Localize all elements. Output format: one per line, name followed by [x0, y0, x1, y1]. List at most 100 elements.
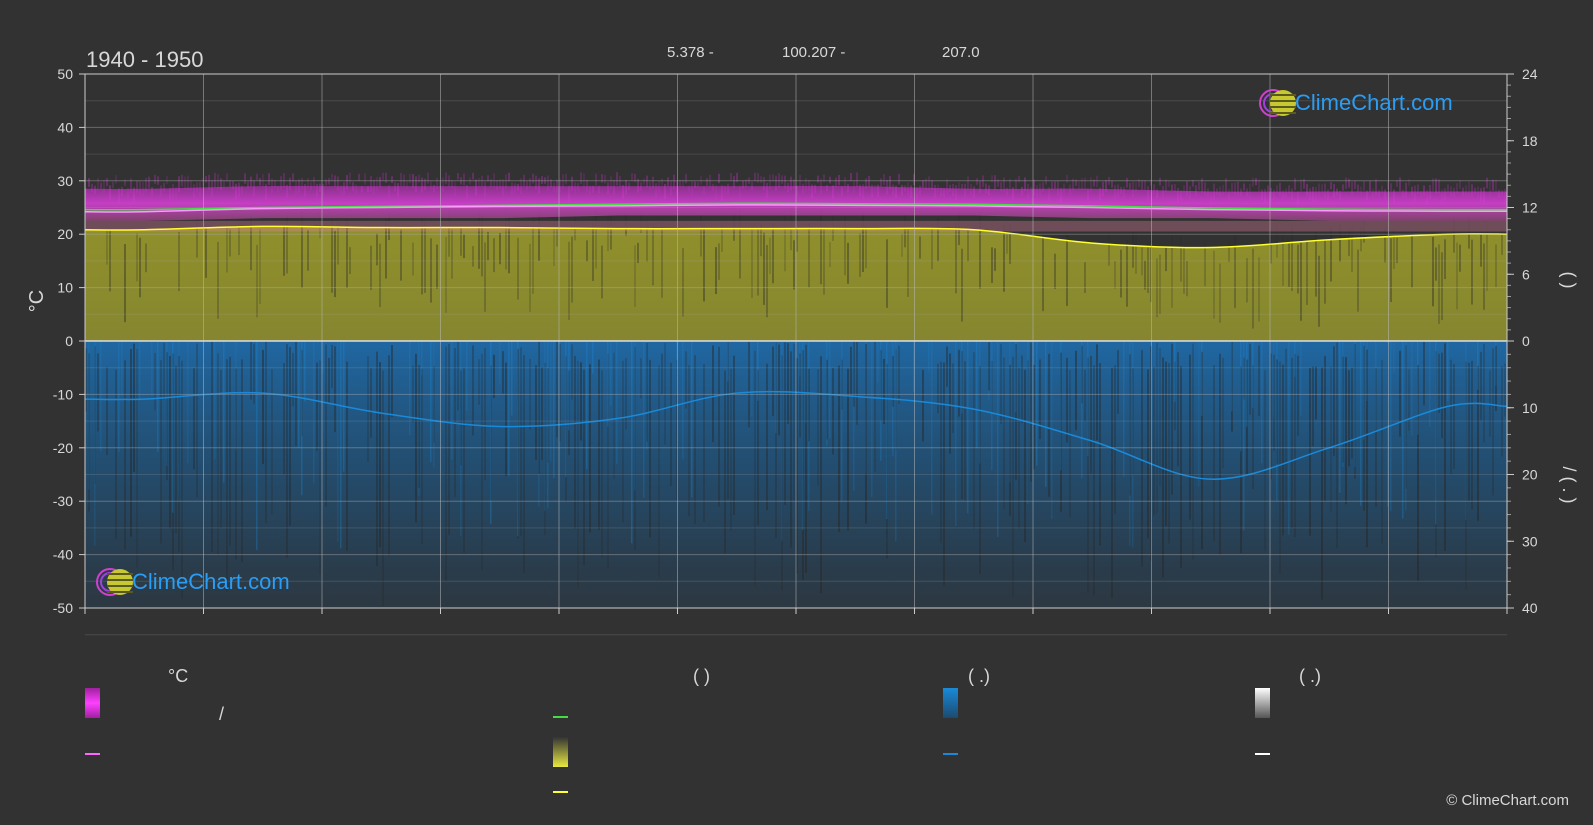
rain-streak: [229, 356, 231, 546]
temperature-fuzz: [181, 174, 183, 187]
rain-streak: [1465, 341, 1467, 520]
rain-streak: [1276, 341, 1278, 502]
sunshine-streak: [1393, 230, 1395, 269]
rain-streak: [1339, 341, 1341, 494]
temperature-fuzz: [358, 173, 360, 181]
rain-streak: [580, 362, 582, 441]
sunshine-streak: [385, 218, 387, 279]
rain-streak: [961, 351, 963, 500]
rain-streak: [1159, 347, 1161, 487]
temperature-fuzz: [481, 175, 483, 187]
temperature-fuzz: [781, 175, 783, 185]
rain-streak: [1147, 369, 1149, 539]
rain-streak: [490, 341, 492, 525]
temperature-fuzz: [1318, 183, 1320, 199]
temperature-fuzz: [829, 176, 831, 184]
temperature-fuzz: [157, 176, 159, 185]
temperature-fuzz: [283, 173, 285, 188]
temperature-fuzz: [472, 172, 474, 180]
rain-streak: [499, 341, 501, 384]
sunshine-streak: [640, 211, 642, 233]
rain-streak: [1123, 341, 1125, 477]
temperature-fuzz: [415, 176, 417, 192]
sunshine-streak: [823, 228, 825, 295]
temperature-fuzz: [1033, 179, 1035, 196]
rain-streak: [967, 341, 969, 514]
rain-streak: [778, 344, 780, 436]
temperature-fuzz: [661, 178, 663, 186]
rain-streak: [256, 341, 258, 551]
temperature-fuzz: [1192, 179, 1194, 187]
rain-streak: [1411, 341, 1413, 436]
rain-streak: [235, 368, 237, 560]
temperature-fuzz: [1300, 179, 1302, 192]
rain-streak: [1174, 362, 1176, 431]
sunshine-streak: [1291, 226, 1293, 292]
temperature-fuzz: [718, 173, 720, 184]
rain-streak: [1024, 369, 1026, 543]
sunshine-streak: [478, 211, 480, 269]
temperature-fuzz: [535, 175, 537, 190]
rain-streak: [1363, 345, 1365, 511]
rain-streak: [556, 341, 558, 438]
temperature-fuzz: [736, 172, 738, 183]
rain-streak: [643, 341, 645, 499]
rain-streak: [1417, 365, 1419, 581]
rain-streak: [703, 364, 705, 522]
sunshine-streak: [319, 210, 321, 239]
temperature-fuzz: [427, 172, 429, 184]
temperature-fuzz: [1450, 186, 1452, 196]
sunshine-streak: [1108, 232, 1110, 266]
rain-streak: [838, 365, 840, 532]
sunshine-streak: [757, 227, 759, 296]
rain-streak: [241, 359, 243, 563]
sunshine-streak: [178, 231, 180, 292]
rain-streak: [1435, 341, 1437, 525]
temperature-fuzz: [115, 175, 117, 184]
sunshine-streak: [1135, 233, 1137, 274]
temperature-fuzz: [1105, 180, 1107, 192]
temperature-fuzz: [1357, 184, 1359, 193]
temperature-fuzz: [1255, 178, 1257, 186]
rain-streak: [1219, 353, 1221, 555]
sunshine-streak: [463, 234, 465, 259]
rain-streak: [412, 365, 414, 423]
temperature-fuzz: [1090, 177, 1092, 193]
rain-streak: [1342, 341, 1344, 468]
rain-streak: [808, 341, 810, 511]
rain-streak: [793, 343, 795, 502]
sunshine-streak: [661, 221, 663, 298]
rain-streak: [85, 348, 87, 412]
sunshine-streak: [196, 216, 198, 258]
temperature-fuzz: [1225, 178, 1227, 192]
rain-streak: [805, 344, 807, 573]
temperature-fuzz: [1108, 177, 1110, 185]
sunshine-streak: [1156, 258, 1158, 318]
sunshine-streak: [1318, 255, 1320, 327]
sunshine-streak: [652, 223, 654, 286]
rain-streak: [949, 353, 951, 454]
temperature-fuzz: [544, 177, 546, 184]
temperature-fuzz: [1237, 181, 1239, 196]
sunshine-streak: [499, 232, 501, 265]
temperature-fuzz: [778, 173, 780, 188]
temperature-fuzz: [1249, 183, 1251, 198]
temperature-fuzz: [634, 173, 636, 182]
rain-streak: [961, 341, 963, 414]
rain-streak: [1276, 359, 1278, 465]
rain-streak: [181, 360, 183, 599]
left-tick-label: -10: [53, 386, 73, 402]
sunshine-streak: [124, 244, 126, 323]
rain-streak: [988, 342, 990, 391]
rain-streak: [1495, 341, 1497, 386]
temperature-fuzz: [1279, 182, 1281, 196]
temperature-fuzz: [1432, 178, 1434, 192]
sunshine-swatch: [553, 737, 568, 767]
brand-logo-top[interactable]: ClimeChart.com: [1259, 86, 1453, 120]
temperature-fuzz: [1045, 176, 1047, 185]
temperature-fuzz: [550, 179, 552, 188]
brand-logo-bottom[interactable]: ClimeChart.com: [96, 565, 290, 599]
temperature-fuzz: [346, 175, 348, 190]
temperature-fuzz: [292, 173, 294, 182]
rain-streak: [832, 367, 834, 455]
